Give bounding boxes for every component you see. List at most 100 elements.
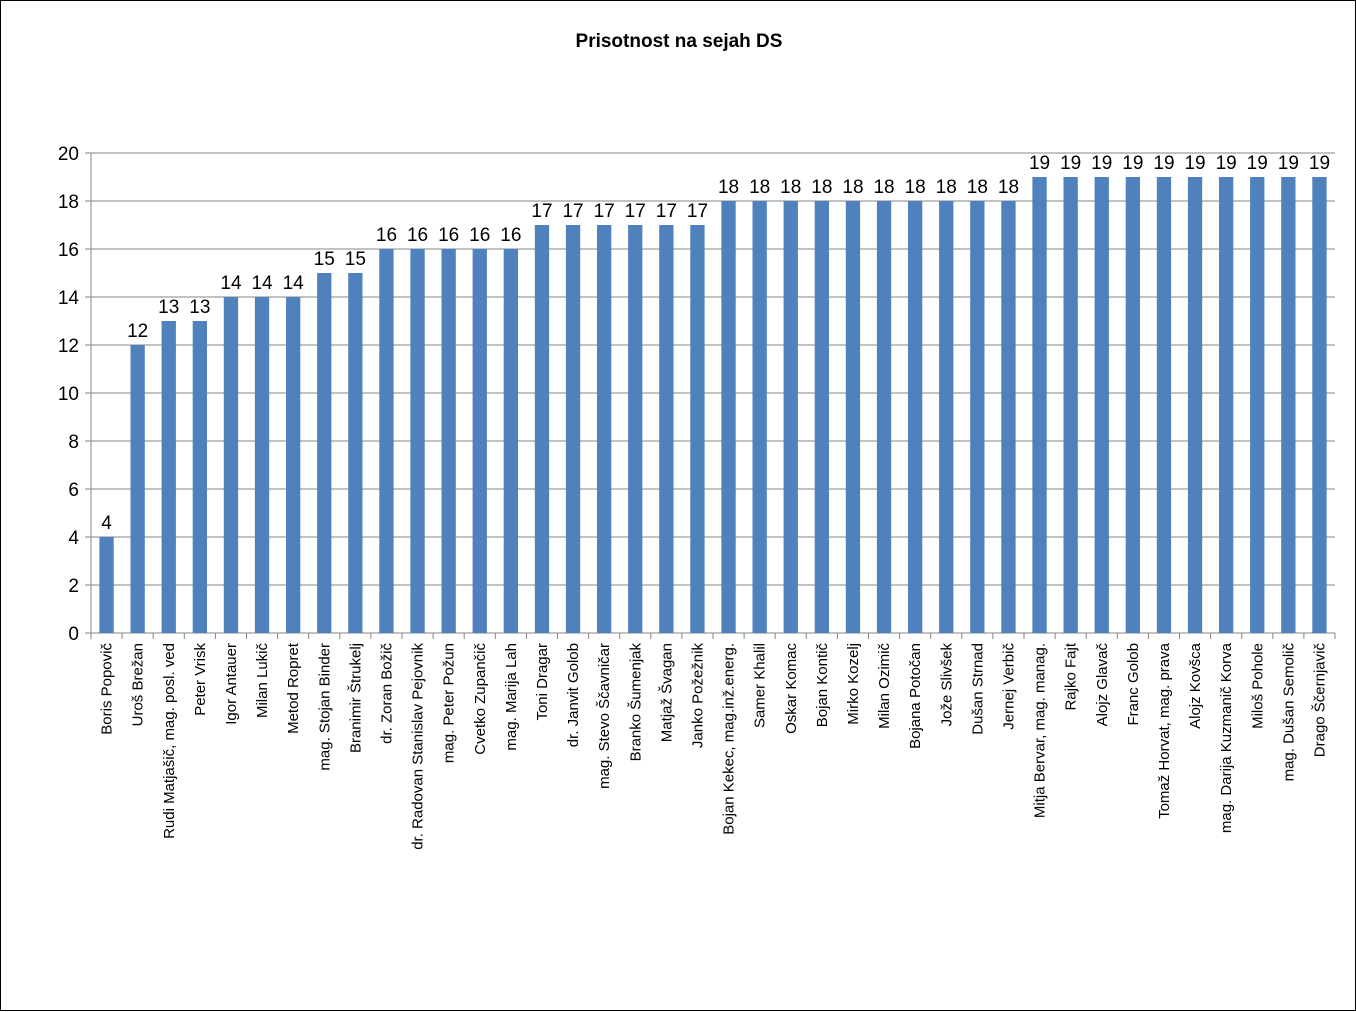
bar (659, 225, 674, 633)
category-label: Matjaž Švagan (658, 643, 675, 742)
data-label: 17 (531, 201, 552, 222)
bar (254, 297, 270, 633)
category-label: Toni Dragar (534, 643, 551, 721)
data-label: 19 (1278, 153, 1299, 174)
category-label: Peter Vrisk (192, 643, 209, 716)
bar (721, 201, 736, 633)
y-tick-label: 20 (58, 144, 79, 165)
category-label: Alojz Kovšca (1187, 642, 1204, 729)
data-label: 19 (1122, 153, 1143, 174)
y-tick-label: 6 (68, 480, 79, 501)
category-label: Metod Ropret (285, 642, 302, 734)
category-label: Franc Golob (1125, 643, 1142, 726)
category-label: Bojana Potočan (907, 643, 924, 749)
data-label: 4 (101, 513, 112, 534)
bar (1125, 177, 1141, 633)
data-label: 18 (718, 177, 739, 198)
category-label: Cvetko Zupančič (472, 643, 489, 755)
data-label: 16 (407, 225, 428, 246)
data-label: 19 (1091, 153, 1112, 174)
bars (99, 177, 1327, 633)
bar (970, 201, 985, 633)
category-label: mag. Dušan Semolič (1280, 643, 1297, 782)
bar (441, 249, 456, 633)
bar (628, 225, 643, 633)
bar (1094, 177, 1109, 633)
data-label: 18 (905, 177, 926, 198)
bar (192, 321, 208, 633)
bar (845, 201, 861, 633)
bar (814, 201, 830, 633)
bar (596, 225, 612, 633)
bar (99, 537, 114, 633)
data-label: 14 (220, 273, 242, 294)
y-tick-label: 4 (68, 528, 79, 549)
data-label: 19 (1309, 153, 1330, 174)
bar (379, 249, 394, 633)
bar (161, 321, 176, 633)
category-label: mag. Stojan Binder (316, 643, 333, 771)
bar (348, 273, 363, 633)
bar (1032, 177, 1047, 633)
category-label: Bojan Kontič (814, 643, 831, 728)
data-label: 13 (189, 297, 210, 318)
data-label: 15 (314, 249, 335, 270)
category-label: Rajko Fajt (1063, 642, 1080, 710)
data-label: 14 (251, 273, 273, 294)
axes: 0 2 4 6 8 10 12 14 16 18 20 (58, 144, 1336, 645)
category-label: Boris Popovič (99, 643, 116, 735)
category-label: dr. Janvit Golob (565, 643, 582, 747)
y-tick-label: 0 (68, 624, 79, 645)
category-label: Alojz Glavač (1094, 643, 1111, 727)
data-label: 19 (1184, 153, 1205, 174)
y-tick-label: 18 (58, 192, 79, 213)
bar (1063, 177, 1078, 633)
data-label: 18 (842, 177, 863, 198)
category-label: dr. Radovan Stanislav Pejovnik (410, 643, 427, 850)
data-label: 18 (967, 177, 988, 198)
data-label: 18 (749, 177, 770, 198)
data-label: 18 (936, 177, 957, 198)
y-tick-label: 12 (58, 336, 79, 357)
y-tick-label: 8 (68, 432, 79, 453)
category-label: mag. Marija Lah (503, 643, 520, 751)
data-label: 19 (1216, 153, 1237, 174)
bar (876, 201, 892, 633)
category-label: Jože Slivšek (938, 643, 955, 727)
data-label: 16 (438, 225, 459, 246)
y-tick-label: 14 (58, 288, 80, 309)
bar (1001, 201, 1016, 633)
category-label: mag. Peter Požun (441, 643, 458, 763)
data-label: 14 (283, 273, 305, 294)
data-label: 16 (500, 225, 521, 246)
category-label: Samer Khalil (752, 643, 769, 728)
bar (130, 345, 145, 633)
category-label: Uroš Brežan (130, 643, 147, 726)
category-label: Branko Šumenjak (627, 643, 644, 762)
category-label: Drago Ščernjavič (1311, 643, 1328, 758)
data-label: 17 (625, 201, 646, 222)
bar (1218, 177, 1234, 633)
category-label: Dušan Strnad (969, 643, 986, 735)
category-label: dr. Zoran Božič (378, 643, 395, 744)
data-label: 17 (656, 201, 677, 222)
bar (565, 225, 581, 633)
data-label: 17 (562, 201, 583, 222)
data-label: 18 (998, 177, 1019, 198)
data-labels: 4 12 13 13 14 14 14 15 15 16 16 16 16 16 17 17 17 17 17 17 1… (101, 153, 1330, 534)
bar (503, 249, 519, 633)
data-label: 15 (345, 249, 366, 270)
y-tick-label: 16 (58, 240, 79, 261)
data-label: 18 (811, 177, 832, 198)
bar (690, 225, 705, 633)
category-label: Mitja Bervar, mag. manag. (1032, 643, 1049, 818)
data-label: 16 (469, 225, 490, 246)
bar (1281, 177, 1296, 633)
category-label: Tomaž Horvat, mag. prava (1156, 642, 1173, 819)
y-tick-label: 2 (68, 576, 79, 597)
bar (410, 249, 425, 633)
bar (472, 249, 487, 633)
category-label: Janko Požežnik (689, 643, 706, 749)
